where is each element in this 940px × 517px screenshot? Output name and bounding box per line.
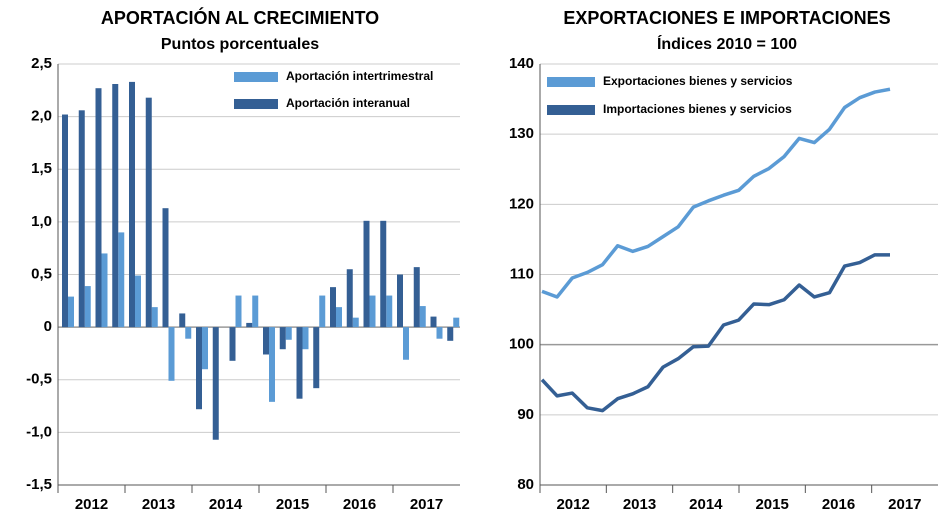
bar bbox=[179, 313, 186, 328]
x-tick-label: 2016 bbox=[343, 496, 376, 513]
x-tick-label: 2015 bbox=[276, 496, 309, 513]
x-tick-label: 2012 bbox=[556, 496, 589, 513]
x-tick-label: 2016 bbox=[822, 496, 855, 513]
bar bbox=[135, 275, 141, 328]
bar bbox=[269, 327, 275, 402]
bar bbox=[296, 327, 303, 399]
bar bbox=[246, 322, 253, 328]
bar bbox=[118, 232, 125, 328]
bar bbox=[319, 295, 326, 328]
bar bbox=[380, 220, 387, 328]
bar bbox=[419, 306, 426, 328]
y-tick-label: 110 bbox=[510, 265, 534, 282]
bar bbox=[212, 327, 219, 440]
y-tick-label: -1,0 bbox=[26, 423, 52, 440]
bar bbox=[363, 220, 370, 328]
y-tick-label: 80 bbox=[517, 476, 534, 493]
legend-label: Aportación intertrimestral bbox=[286, 69, 433, 83]
legend-swatch bbox=[234, 99, 278, 109]
bar bbox=[78, 110, 85, 328]
bar bbox=[330, 287, 336, 328]
y-tick-label: 1,5 bbox=[31, 160, 52, 177]
bar bbox=[112, 83, 119, 328]
bar bbox=[430, 316, 437, 328]
bar bbox=[313, 327, 320, 389]
y-tick-label: 2,0 bbox=[31, 108, 52, 125]
bar bbox=[62, 114, 68, 328]
bar bbox=[386, 295, 393, 328]
legend-label: Importaciones bienes y servicios bbox=[603, 102, 792, 116]
legend-label: Exportaciones bienes y servicios bbox=[603, 74, 793, 88]
chart-title: APORTACIÓN AL CRECIMIENTO bbox=[101, 7, 379, 28]
bar bbox=[129, 81, 135, 328]
line bbox=[541, 87, 891, 299]
bar bbox=[68, 296, 74, 328]
chart-subtitle: Índices 2010 = 100 bbox=[657, 34, 797, 53]
y-tick-label: 2,5 bbox=[31, 55, 52, 72]
x-tick-label: 2014 bbox=[209, 496, 243, 513]
y-tick-label: 1,0 bbox=[31, 213, 52, 230]
y-tick-label: 120 bbox=[509, 195, 534, 212]
bar bbox=[285, 327, 292, 340]
y-tick-label: 130 bbox=[509, 125, 534, 142]
bar bbox=[336, 307, 342, 328]
y-tick-label: -1,5 bbox=[26, 476, 52, 493]
line bbox=[540, 253, 890, 413]
bar bbox=[436, 327, 443, 339]
y-tick-label: 140 bbox=[509, 55, 534, 72]
x-tick-label: 2013 bbox=[623, 496, 656, 513]
bar bbox=[302, 327, 309, 350]
x-tick-label: 2013 bbox=[142, 496, 175, 513]
bar bbox=[229, 327, 236, 361]
bar bbox=[95, 88, 102, 328]
bar bbox=[168, 327, 175, 381]
legend-swatch bbox=[547, 77, 595, 87]
y-tick-label: -0,5 bbox=[26, 371, 52, 388]
bar bbox=[279, 327, 286, 350]
bar bbox=[346, 269, 353, 328]
bar bbox=[185, 327, 192, 339]
chart-subtitle: Puntos porcentuales bbox=[161, 36, 319, 53]
bar bbox=[352, 317, 359, 328]
y-tick-label: 0,5 bbox=[31, 265, 52, 282]
bar bbox=[202, 327, 208, 370]
bar bbox=[84, 286, 91, 328]
bar bbox=[397, 274, 403, 328]
bar bbox=[263, 327, 269, 355]
x-tick-label: 2015 bbox=[755, 496, 788, 513]
y-tick-label: 100 bbox=[509, 336, 534, 353]
bar bbox=[196, 327, 202, 410]
x-tick-label: 2012 bbox=[75, 496, 108, 513]
x-tick-label: 2017 bbox=[888, 496, 921, 513]
bar bbox=[403, 327, 409, 360]
bar bbox=[145, 97, 152, 328]
bar bbox=[162, 208, 169, 328]
bar bbox=[151, 307, 158, 328]
bar bbox=[369, 295, 376, 328]
bar bbox=[101, 253, 108, 328]
bar bbox=[447, 327, 454, 341]
x-tick-label: 2014 bbox=[689, 496, 723, 513]
chart-title: EXPORTACIONES E IMPORTACIONES bbox=[563, 8, 890, 28]
bar bbox=[453, 317, 460, 328]
legend-swatch bbox=[547, 105, 595, 115]
bar bbox=[252, 295, 259, 328]
bar bbox=[235, 295, 242, 328]
x-tick-label: 2017 bbox=[410, 496, 443, 513]
legend-swatch bbox=[234, 72, 278, 82]
bar bbox=[413, 267, 420, 328]
legend-label: Aportación interanual bbox=[286, 96, 410, 110]
y-tick-label: 0 bbox=[44, 318, 52, 335]
y-tick-label: 90 bbox=[517, 406, 534, 423]
